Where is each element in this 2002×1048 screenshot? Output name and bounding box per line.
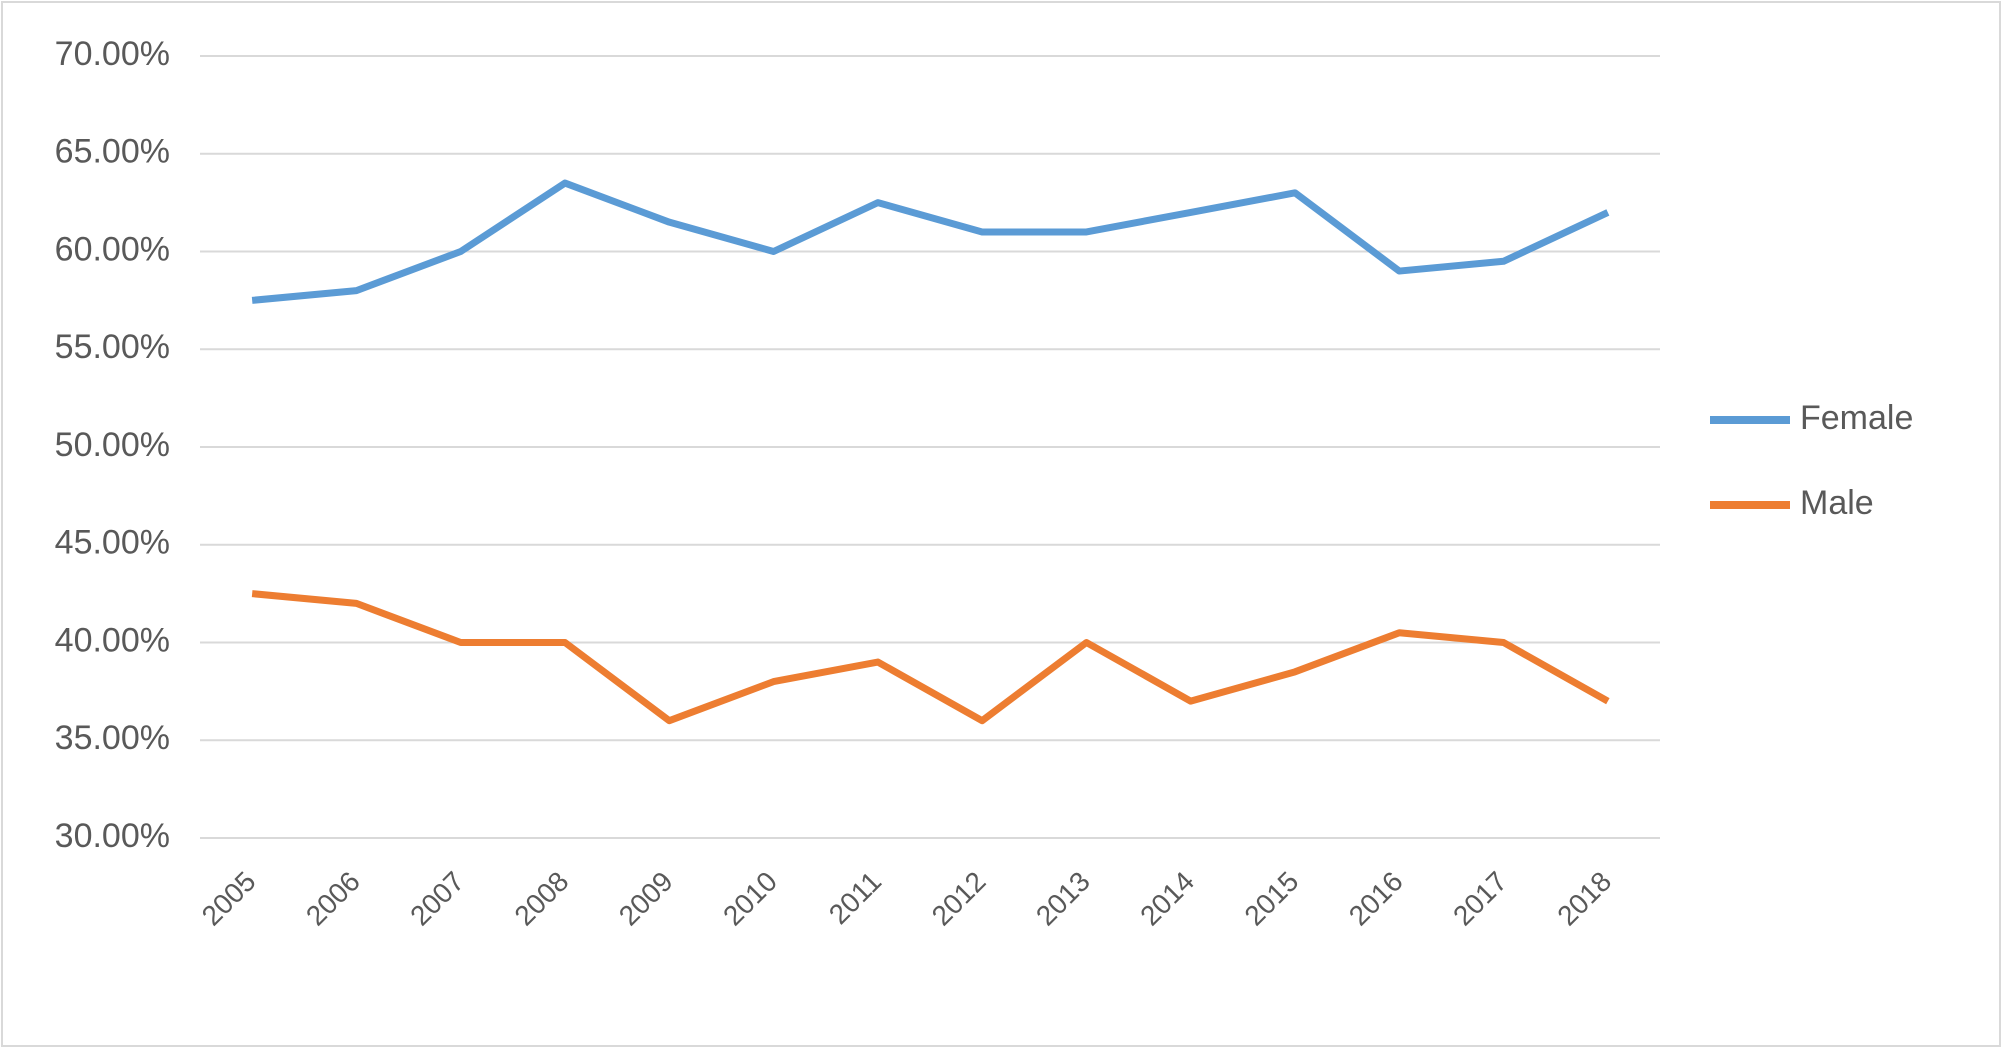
y-tick-label: 35.00%: [55, 719, 170, 757]
y-tick-label: 50.00%: [55, 426, 170, 464]
series-line: [251, 590, 1610, 725]
y-tick-label: 30.00%: [55, 817, 170, 855]
legend-label: Male: [1800, 484, 1874, 522]
y-tick-label: 60.00%: [55, 230, 170, 268]
series-line: [251, 179, 1610, 304]
y-tick-label: 70.00%: [55, 35, 170, 73]
y-tick-label: 65.00%: [55, 133, 170, 171]
y-tick-label: 55.00%: [55, 328, 170, 366]
legend-label: Female: [1800, 399, 1913, 437]
y-tick-label: 40.00%: [55, 621, 170, 659]
y-tick-label: 45.00%: [55, 524, 170, 562]
